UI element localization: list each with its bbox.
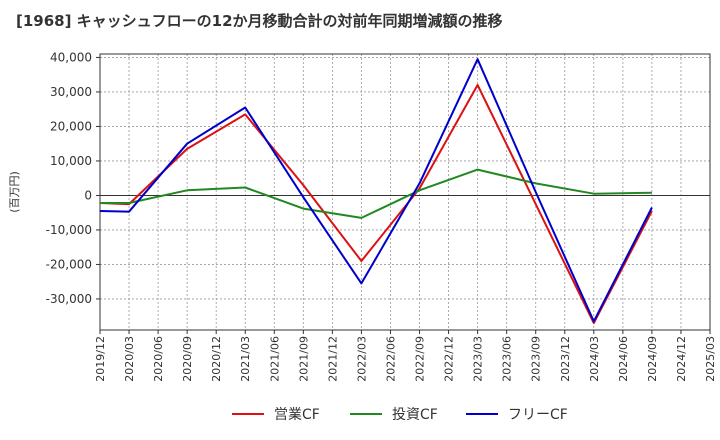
x-tick-label: 2023/12 — [559, 336, 572, 382]
series-line — [100, 168, 652, 219]
y-tick-label: -30,000 — [46, 292, 92, 306]
legend-label: フリーCF — [508, 407, 568, 423]
x-tick-label: 2021/12 — [326, 336, 339, 382]
x-tick-label: 2020/06 — [152, 336, 165, 382]
y-tick-label: 20,000 — [50, 119, 92, 133]
y-tick-label: 0 — [84, 188, 92, 202]
x-tick-label: 2019/12 — [94, 336, 107, 382]
x-tick-label: 2022/03 — [355, 336, 368, 382]
x-tick-label: 2020/12 — [210, 336, 223, 382]
series-lines — [99, 58, 653, 325]
plot-area — [100, 54, 710, 330]
y-tick-label: 40,000 — [50, 50, 92, 64]
legend-label: 営業CF — [274, 407, 320, 423]
x-tick-label: 2023/06 — [501, 336, 514, 382]
x-axis: 2019/12 2020/03 2020/06 2020/09 2020/12 2021/… — [94, 330, 717, 382]
x-tick-label: 2020/03 — [123, 336, 136, 382]
x-tick-label: 2023/03 — [472, 336, 485, 382]
legend: 営業CF 投資CF フリーCF — [232, 407, 568, 423]
x-tick-label: 2022/09 — [414, 336, 427, 382]
y-tick-label: 30,000 — [50, 85, 92, 99]
y-tick-label: -20,000 — [46, 257, 92, 271]
x-tick-label: 2025/03 — [704, 336, 717, 382]
y-axis: 40,000 30,000 20,000 10,000 0 -10,000 -20,000 -… — [46, 50, 100, 306]
x-tick-label: 2021/06 — [268, 336, 281, 382]
x-tick-label: 2024/03 — [588, 336, 601, 382]
x-tick-label: 2022/06 — [384, 336, 397, 382]
x-tick-label: 2023/09 — [530, 336, 543, 382]
x-tick-label: 2024/09 — [646, 336, 659, 382]
x-tick-label: 2022/12 — [443, 336, 456, 382]
x-tick-label: 2024/12 — [675, 336, 688, 382]
y-axis-label: (百万円) — [8, 171, 21, 213]
y-tick-label: -10,000 — [46, 223, 92, 237]
x-tick-label: 2021/09 — [297, 336, 310, 382]
chart-title: [1968] キャッシュフローの12か月移動合計の対前年同期増減額の推移 — [16, 12, 503, 30]
plot-border — [99, 53, 711, 331]
x-tick-label: 2021/03 — [239, 336, 252, 382]
y-tick-label: 10,000 — [50, 154, 92, 168]
legend-label: 投資CF — [392, 407, 438, 423]
x-tick-label: 2024/06 — [617, 336, 630, 382]
x-tick-label: 2020/09 — [181, 336, 194, 382]
series-line — [99, 58, 653, 323]
